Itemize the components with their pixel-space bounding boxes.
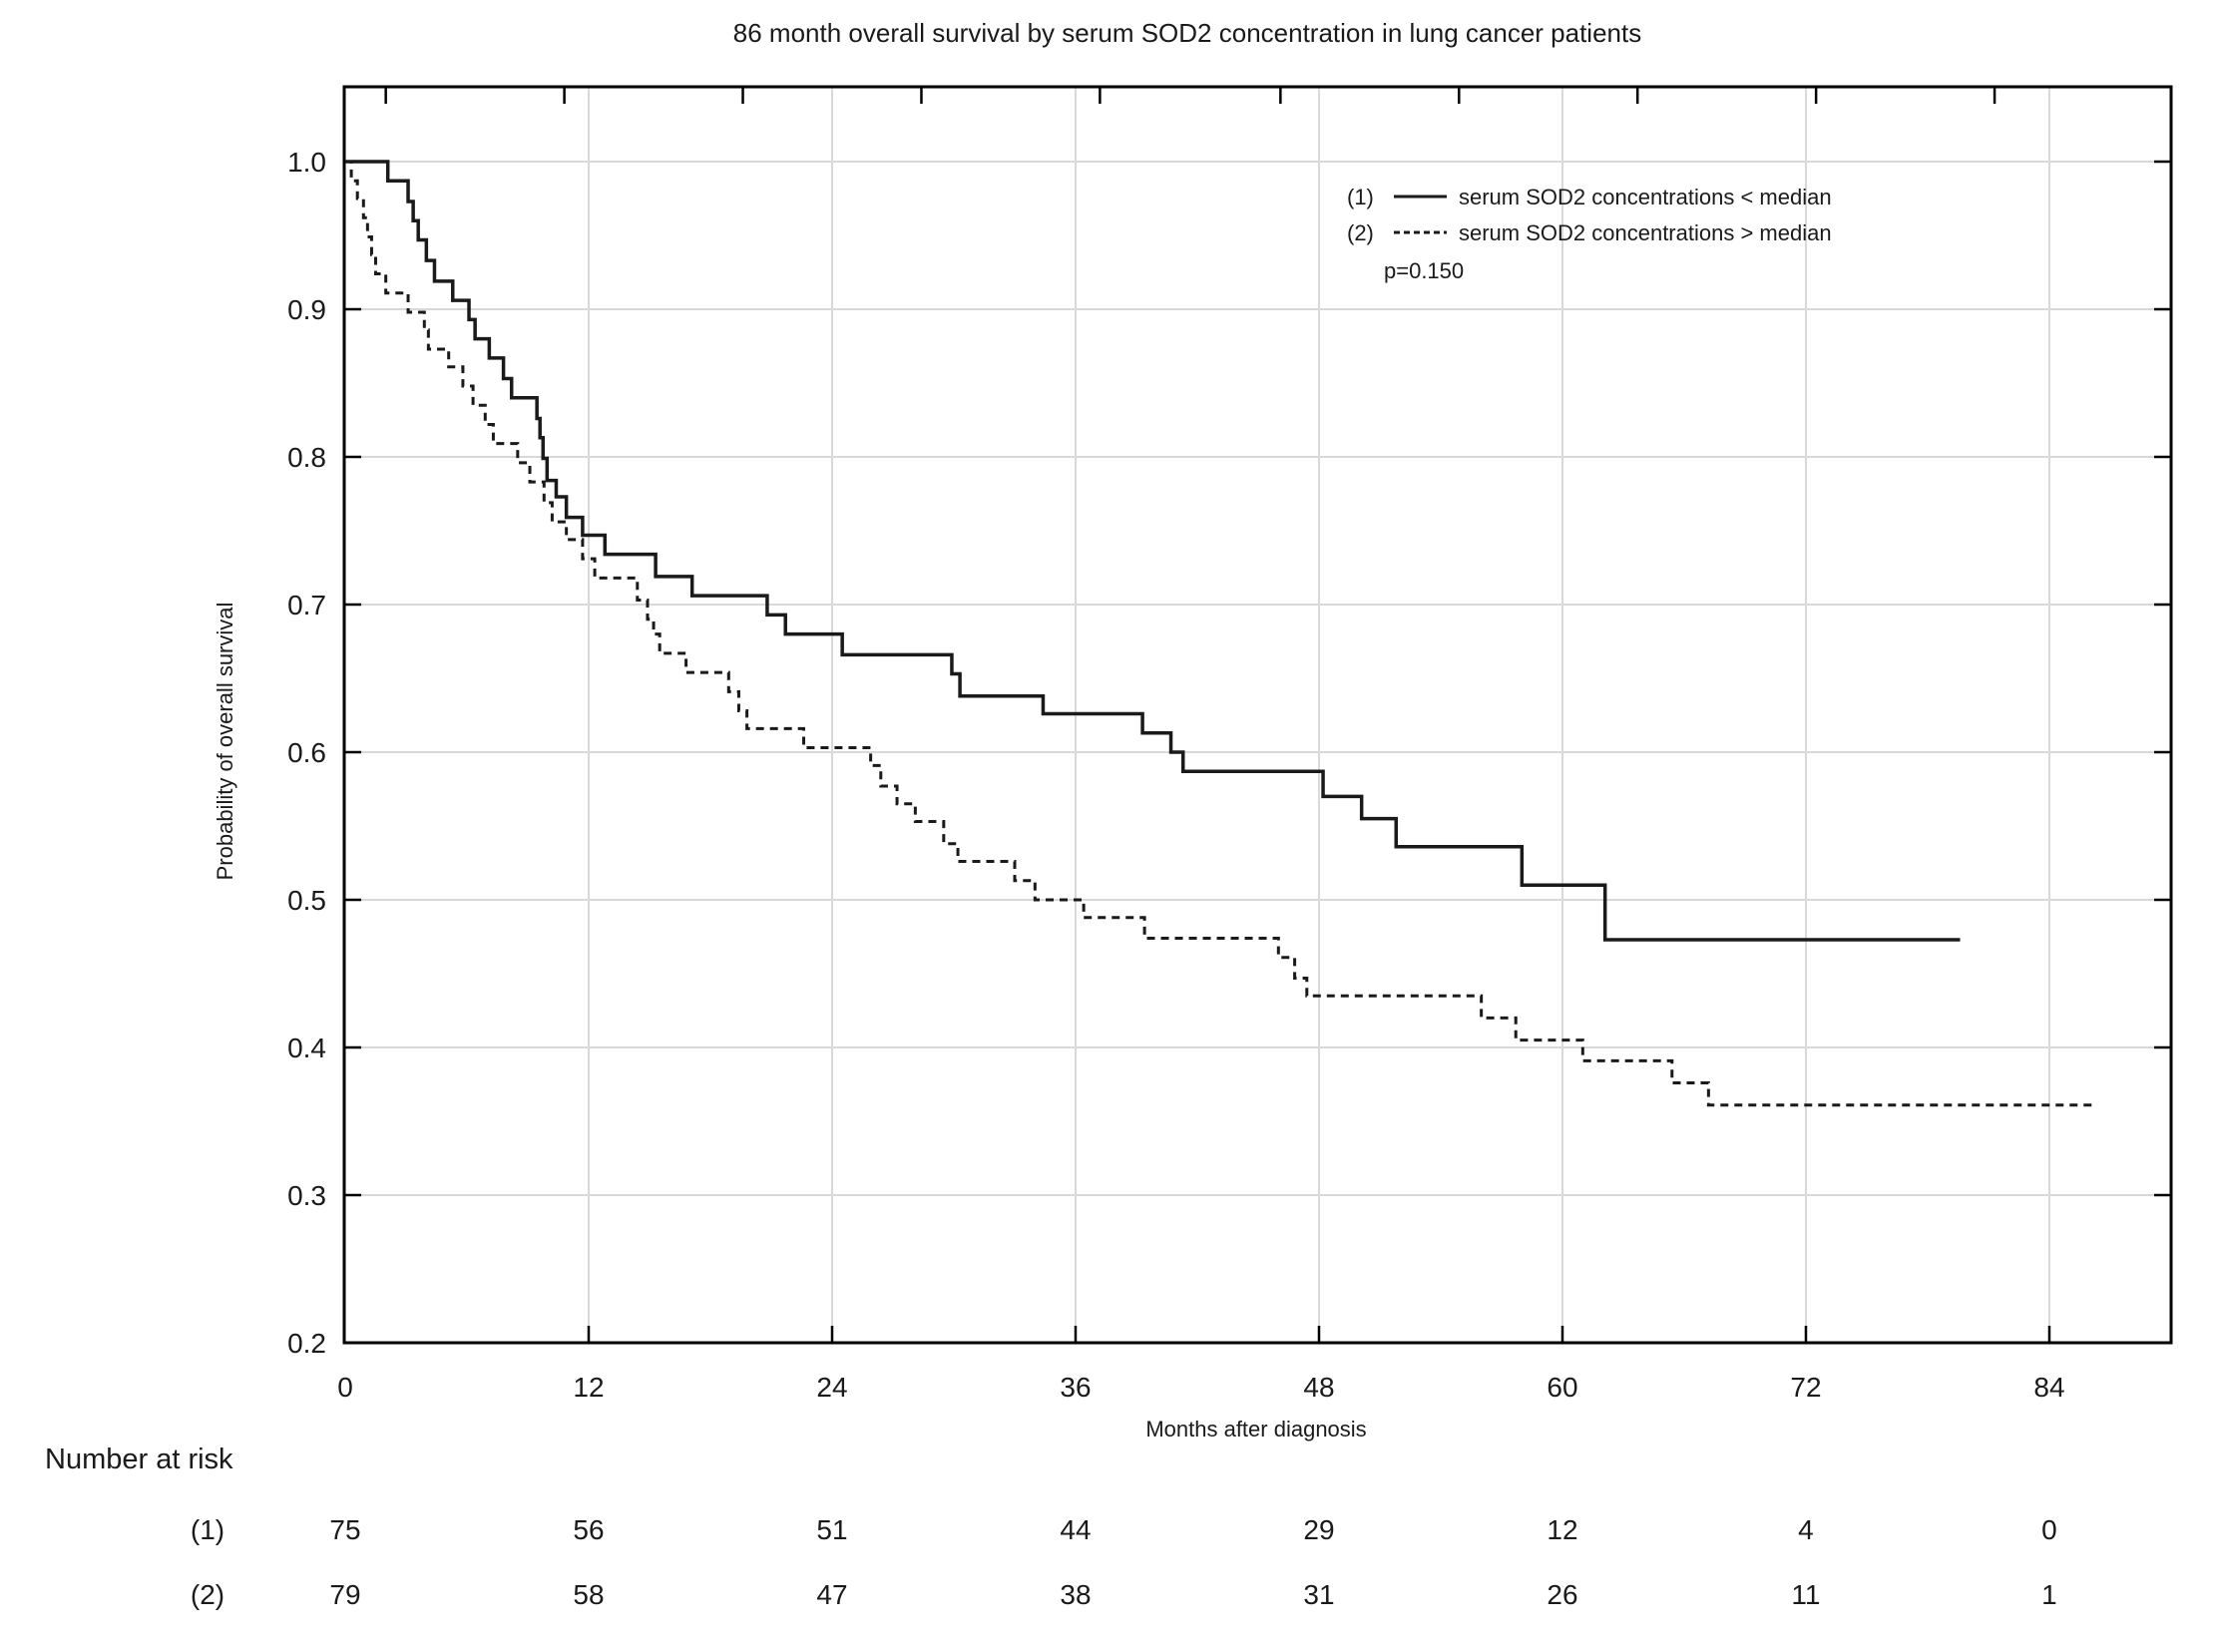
legend: (1) serum SOD2 concentrations < median (… (1347, 185, 1832, 283)
x-tick-label: 36 (1060, 1372, 1091, 1403)
y-axis-title: Probability of overall survival (213, 603, 237, 881)
plot-frame (342, 85, 2173, 1345)
x-tick-label: 12 (573, 1372, 604, 1403)
risk-count: 79 (329, 1579, 360, 1610)
x-tick-label: 24 (816, 1372, 847, 1403)
y-tick-label: 0.6 (287, 737, 326, 768)
risk-count: 56 (573, 1514, 604, 1545)
legend-item-2-id: (2) (1347, 220, 1374, 245)
risk-count: 4 (1798, 1514, 1814, 1545)
y-tick-label: 1.0 (287, 147, 326, 178)
y-tick-label: 0.3 (287, 1180, 326, 1211)
legend-p-value: p=0.150 (1384, 258, 1464, 283)
risk-count: 29 (1303, 1514, 1334, 1545)
risk-count: 47 (816, 1579, 847, 1610)
risk-count: 58 (573, 1579, 604, 1610)
x-tick-label: 48 (1303, 1372, 1334, 1403)
risk-count: 51 (816, 1514, 847, 1545)
x-tick-label: 72 (1790, 1372, 1821, 1403)
x-axis-title: Months after diagnosis (1145, 1417, 1366, 1442)
legend-item-2-label: serum SOD2 concentrations > median (1459, 220, 1832, 245)
y-tick-label: 0.4 (287, 1032, 326, 1063)
risk-count: 1 (2041, 1579, 2057, 1610)
survival-curve-dashed (345, 160, 2092, 1107)
y-tick-label: 0.7 (287, 590, 326, 620)
legend-item-1-id: (1) (1347, 185, 1374, 209)
x-tick-label: 84 (2033, 1372, 2064, 1403)
y-tick-label: 0.5 (287, 885, 326, 916)
risk-row-2-id: (2) (191, 1579, 224, 1610)
plot-generated-layer: 1.0 0.9 0.8 0.7 0.6 0.5 0.4 0.3 0.2 0 12 24 36 48 60 72… (287, 85, 2173, 1610)
risk-count: 0 (2041, 1514, 2057, 1545)
y-tick-label: 0.2 (287, 1328, 326, 1359)
y-tick-label: 0.9 (287, 294, 326, 325)
risk-count: 11 (1791, 1579, 1820, 1610)
chart-title: 86 month overall survival by serum SOD2 … (733, 18, 1641, 48)
risk-count: 31 (1303, 1579, 1334, 1610)
risk-count: 12 (1547, 1514, 1577, 1545)
x-tick-label: 60 (1547, 1372, 1577, 1403)
risk-count: 26 (1547, 1579, 1577, 1610)
risk-count: 75 (329, 1514, 360, 1545)
risk-count: 44 (1060, 1514, 1091, 1545)
survival-curve-solid (345, 160, 1961, 942)
y-tick-label: 0.8 (287, 442, 326, 473)
risk-row-1-id: (1) (191, 1514, 224, 1545)
number-at-risk-label: Number at risk (45, 1444, 233, 1475)
risk-count: 38 (1060, 1579, 1091, 1610)
x-tick-label: 0 (337, 1372, 353, 1403)
legend-item-1-label: serum SOD2 concentrations < median (1459, 185, 1832, 209)
